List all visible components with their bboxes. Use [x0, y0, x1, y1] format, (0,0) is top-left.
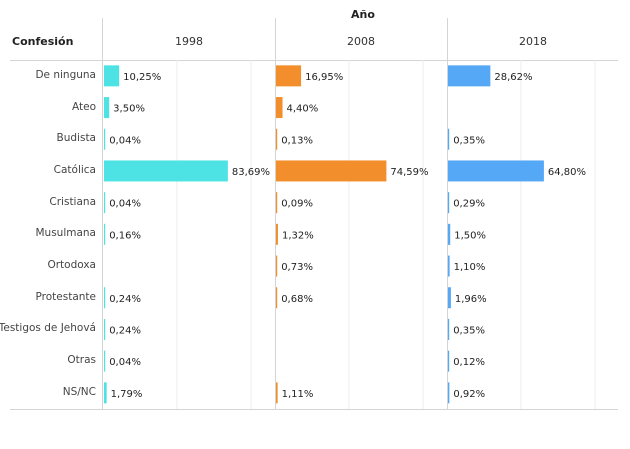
- row-label: Católica: [53, 163, 96, 176]
- data-label: 83,69%: [232, 167, 270, 178]
- bar: [104, 97, 110, 119]
- data-label: 1,50%: [454, 230, 486, 241]
- bar: [448, 128, 450, 150]
- row-label: Testigos de Jehová: [0, 322, 96, 335]
- data-label: 0,35%: [453, 135, 485, 146]
- data-label: 0,73%: [281, 262, 313, 273]
- row-label: NS/NC: [62, 385, 96, 398]
- data-label: 0,29%: [453, 199, 485, 210]
- data-label: 64,80%: [548, 167, 586, 178]
- bar: [276, 287, 278, 309]
- bar: [448, 255, 450, 277]
- row-label: Cristiana: [49, 195, 96, 208]
- data-label: 0,16%: [109, 230, 141, 241]
- table-bottom-line: [10, 409, 618, 410]
- data-label: 10,25%: [123, 72, 161, 83]
- data-label: 0,09%: [281, 199, 313, 210]
- bar: [104, 65, 120, 87]
- column-header-1998: 1998: [175, 35, 203, 48]
- row-label: Ortodoxa: [47, 259, 96, 272]
- data-label: 1,32%: [282, 230, 314, 241]
- header-divider-line: [10, 60, 618, 61]
- data-label: 1,11%: [282, 389, 314, 400]
- bar: [276, 382, 278, 404]
- bar: [104, 128, 106, 150]
- data-label: 0,04%: [109, 135, 141, 146]
- bar: [276, 192, 278, 214]
- data-label: 0,24%: [109, 294, 141, 305]
- bar: [104, 318, 106, 340]
- bar: [104, 223, 106, 245]
- bar: [276, 255, 278, 277]
- bar: [104, 382, 107, 404]
- data-label: 0,35%: [453, 325, 485, 336]
- row-label: Protestante: [35, 290, 97, 303]
- row-header-title: Confesión: [12, 35, 74, 48]
- year-header-title: Año: [351, 8, 375, 21]
- data-label: 4,40%: [287, 104, 319, 115]
- panel-divider-2018: [447, 18, 448, 409]
- row-label: Budista: [56, 132, 96, 145]
- row-label-divider: [102, 18, 103, 409]
- bar: [448, 223, 451, 245]
- data-label: 0,13%: [281, 135, 313, 146]
- bar: [448, 160, 544, 182]
- column-header-2008: 2008: [347, 35, 375, 48]
- bar: [276, 223, 278, 245]
- data-label: 0,24%: [109, 325, 141, 336]
- panel-divider-2008: [275, 18, 276, 409]
- bar: [448, 192, 450, 214]
- data-label: 1,10%: [454, 262, 486, 273]
- row-label: Ateo: [72, 100, 96, 113]
- row-label: Otras: [67, 354, 96, 367]
- bar: [276, 65, 302, 87]
- column-header-2018: 2018: [519, 35, 547, 48]
- row-label: Musulmana: [35, 227, 96, 240]
- bar: [448, 65, 491, 87]
- data-label: 0,92%: [453, 389, 485, 400]
- bar: [104, 160, 228, 182]
- bar: [448, 287, 451, 309]
- data-label: 0,04%: [109, 357, 141, 368]
- data-label: 0,68%: [281, 294, 313, 305]
- bar: [104, 192, 106, 214]
- bar: [276, 97, 283, 119]
- bar: [448, 350, 450, 372]
- data-label: 28,62%: [494, 72, 532, 83]
- bar: [104, 287, 106, 309]
- data-label: 0,12%: [453, 357, 485, 368]
- row-label: De ninguna: [35, 68, 96, 81]
- bar: [448, 318, 450, 340]
- data-label: 1,96%: [455, 294, 487, 305]
- data-label: 74,59%: [390, 167, 428, 178]
- bar: [448, 382, 450, 404]
- bar: [276, 128, 278, 150]
- data-label: 0,04%: [109, 199, 141, 210]
- data-label: 1,79%: [111, 389, 143, 400]
- bar: [104, 350, 106, 372]
- data-label: 16,95%: [305, 72, 343, 83]
- bar: [276, 160, 387, 182]
- data-label: 3,50%: [113, 104, 145, 115]
